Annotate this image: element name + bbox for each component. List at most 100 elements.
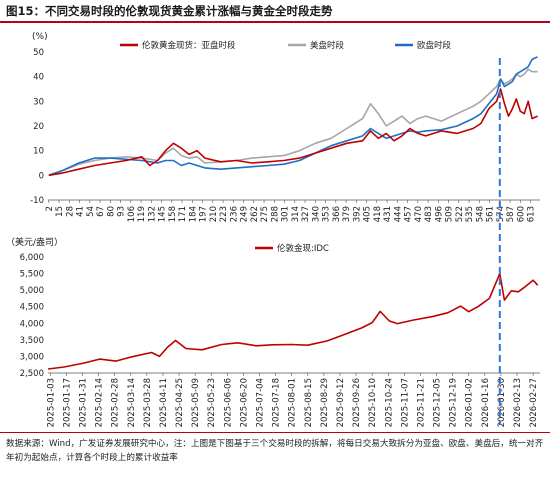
bottom-x-tick-label: 2025-01-03 — [46, 378, 56, 427]
top-x-tick-label: 275 — [260, 206, 270, 222]
top-x-tick-label: 2 — [45, 206, 55, 211]
top-x-tick-label: 184 — [188, 206, 198, 222]
top-x-tick-label: 158 — [168, 206, 178, 222]
top-x-tick-label: 613 — [527, 206, 537, 222]
top-x-tick-label: 405 — [363, 206, 373, 222]
bottom-y-unit: （美元/盎司） — [6, 236, 63, 248]
bottom-x-tick-label: 2026-02-27 — [529, 378, 539, 427]
legend-label-asia: 伦敦黄金现货：亚盘时段 — [142, 40, 236, 51]
top-x-tick-label: 353 — [322, 206, 332, 222]
top-x-tick-label: 197 — [199, 206, 209, 222]
bottom-y-tick-label: 4,000 — [20, 319, 44, 329]
bottom-series-line-0 — [47, 272, 539, 370]
bottom-chart: （美元/盎司） 2,500 3,000 3,500 4,000 4,500 5,000 5,… — [6, 236, 540, 427]
bottom-x-axis: 2025-01-03 2025-01-17 2025-01-31 2025-02-14… — [46, 373, 539, 427]
top-series-group — [48, 56, 538, 177]
top-x-tick-label: 509 — [445, 206, 455, 222]
bottom-x-tick-label: 2025-01-17 — [62, 378, 72, 427]
top-x-tick-label: 314 — [291, 206, 301, 222]
bottom-x-tick-label: 2026-01-16 — [481, 378, 491, 427]
top-x-tick-label: 483 — [424, 206, 434, 222]
top-x-tick-label: 236 — [229, 206, 239, 222]
bottom-series-group — [47, 272, 539, 370]
top-y-tick-label: 10 — [33, 147, 44, 157]
top-x-tick-label: 132 — [147, 206, 157, 222]
bottom-y-tick-label: 3,000 — [20, 352, 44, 362]
bottom-x-tick-label: 2025-01-31 — [78, 378, 88, 427]
bottom-x-tick-label: 2025-02-28 — [111, 378, 121, 427]
bottom-x-tick-label: 2025-04-25 — [175, 378, 185, 427]
top-x-tick-label: 379 — [342, 206, 352, 222]
top-x-tick-label: 392 — [352, 206, 362, 222]
top-x-tick-label: 80 — [106, 206, 116, 217]
source-note: 数据来源：Wind，广发证券发展研究中心，注：上图是下图基于三个交易时段的拆解，… — [6, 439, 544, 463]
bottom-x-tick-label: 2025-11-07 — [400, 378, 410, 427]
bottom-x-tick-label: 2025-03-28 — [143, 378, 153, 427]
top-x-tick-label: 119 — [137, 206, 147, 222]
bottom-x-tick-label: 2025-12-19 — [449, 378, 459, 427]
bottom-x-tick-label: 2025-09-12 — [336, 378, 346, 427]
top-y-axis: -10 0 10 20 30 40 50 — [30, 48, 44, 206]
bottom-y-tick-label: 6,000 — [20, 253, 44, 263]
top-x-tick-label: 262 — [250, 206, 260, 222]
bottom-x-tick-label: 2025-10-24 — [384, 378, 394, 427]
top-x-tick-label: 249 — [240, 206, 250, 222]
bottom-x-tick-label: 2025-05-09 — [191, 378, 201, 427]
bottom-y-tick-label: 3,500 — [20, 336, 44, 346]
top-x-tick-label: 444 — [393, 206, 403, 222]
top-x-tick-label: 223 — [219, 206, 229, 222]
charts-canvas: (%) -10 0 10 20 30 40 50 2 15 28 41 54 67 80 93 106 119… — [6, 32, 540, 427]
top-chart: (%) -10 0 10 20 30 40 50 2 15 28 41 54 67 80 93 106 119… — [30, 32, 540, 222]
top-x-tick-label: 145 — [158, 206, 168, 222]
legend-label-idc: 伦敦金现:IDC — [277, 243, 329, 254]
figure-title: 图15：不同交易时段的伦敦现货黄金累计涨幅与黄金全时段走势 — [6, 4, 333, 18]
bottom-y-tick-label: 2,500 — [20, 369, 44, 379]
bottom-y-tick-label: 5,000 — [20, 286, 44, 296]
top-x-tick-label: 67 — [96, 206, 106, 217]
top-x-tick-label: 522 — [455, 206, 465, 222]
bottom-y-tick-label: 4,500 — [20, 303, 44, 313]
bottom-x-tick-label: 2025-11-21 — [416, 378, 426, 427]
bottom-x-tick-label: 2025-06-20 — [239, 378, 249, 427]
top-series-line-0 — [48, 88, 538, 177]
top-x-tick-label: 457 — [404, 206, 414, 222]
source-rule — [0, 432, 550, 433]
top-x-tick-label: 470 — [414, 206, 424, 222]
top-x-tick-label: 340 — [311, 206, 321, 222]
bottom-x-tick-label: 2025-05-23 — [207, 378, 217, 427]
bottom-x-tick-label: 2026-01-02 — [465, 378, 475, 427]
bottom-x-tick-label: 2025-07-04 — [256, 378, 266, 427]
bottom-x-tick-label: 2025-04-11 — [159, 378, 169, 427]
legend-label-europe: 欧盘时段 — [417, 40, 452, 51]
bottom-x-tick-label: 2026-02-13 — [513, 378, 523, 427]
top-y-tick-label: -10 — [30, 196, 44, 206]
top-x-tick-label: 41 — [76, 206, 86, 217]
top-x-tick-label: 93 — [117, 206, 127, 217]
top-y-tick-label: 20 — [33, 122, 44, 132]
bottom-x-tick-label: 2025-08-01 — [288, 378, 298, 427]
bottom-y-tick-label: 5,500 — [20, 270, 44, 280]
top-y-tick-label: 30 — [33, 97, 44, 107]
top-x-tick-label: 327 — [301, 206, 311, 222]
top-legend: 伦敦黄金现货：亚盘时段 美盘时段 欧盘时段 — [120, 40, 452, 51]
bottom-x-tick-label: 2025-08-29 — [320, 378, 330, 427]
top-y-tick-label: 0 — [39, 171, 44, 181]
top-x-tick-label: 301 — [281, 206, 291, 222]
top-series-line-2 — [48, 56, 538, 177]
top-x-tick-label: 171 — [178, 206, 188, 222]
bottom-x-tick-label: 2025-08-15 — [304, 378, 314, 427]
bottom-x-tick-label: 2025-10-10 — [368, 378, 378, 427]
top-series-line-1 — [48, 68, 538, 177]
top-x-tick-label: 210 — [209, 206, 219, 222]
bottom-x-tick-label: 2025-03-14 — [127, 378, 137, 427]
top-x-tick-label: 28 — [65, 206, 75, 217]
bottom-legend: 伦敦金现:IDC — [255, 243, 329, 254]
top-x-tick-label: 587 — [506, 206, 516, 222]
bottom-x-tick-label: 2026-01-30 — [497, 378, 507, 427]
top-x-tick-label: 366 — [332, 206, 342, 222]
top-x-tick-label: 535 — [465, 206, 475, 222]
bottom-x-tick-label: 2025-06-06 — [223, 378, 233, 427]
top-x-axis: 2 15 28 41 54 67 80 93 106 119 132 145 158 171 184 197 2… — [45, 200, 537, 222]
legend-label-us: 美盘时段 — [310, 40, 345, 51]
top-y-tick-label: 50 — [33, 48, 44, 58]
